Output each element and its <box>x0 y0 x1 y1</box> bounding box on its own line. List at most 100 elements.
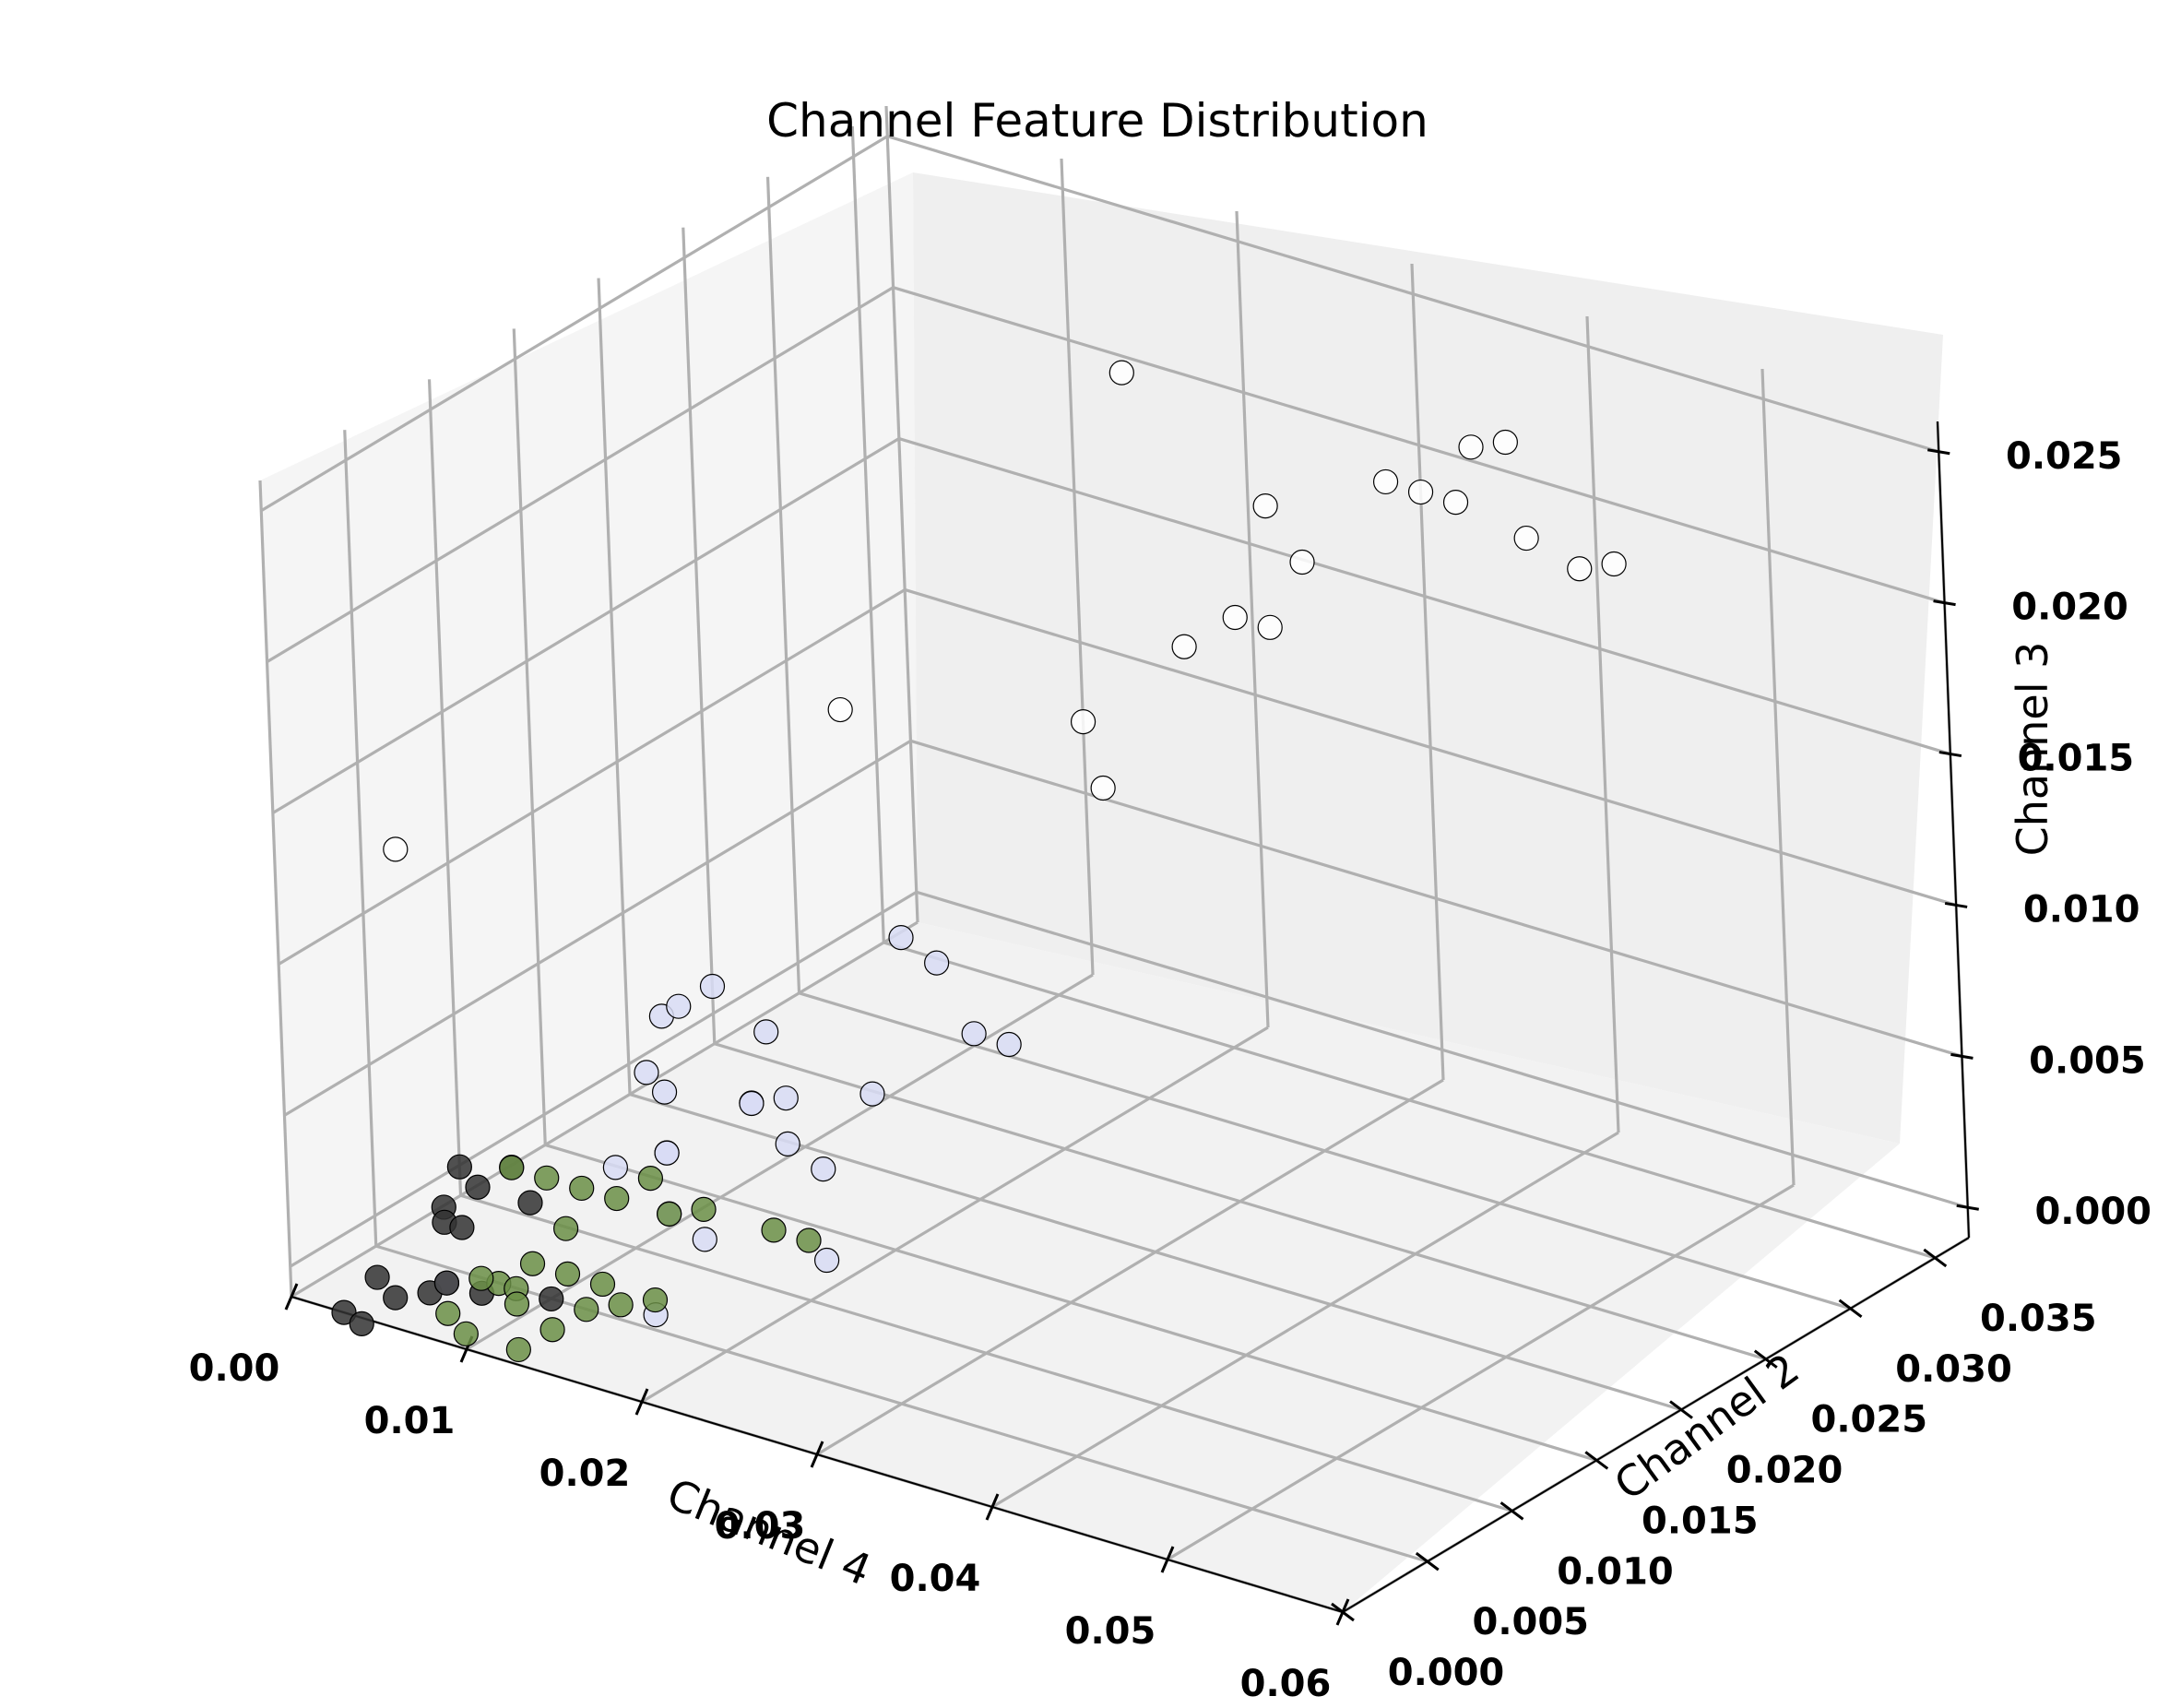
z-gridline <box>893 286 1946 605</box>
scatter-point <box>465 1174 491 1200</box>
z-gridline <box>278 588 906 966</box>
y-gridline <box>850 125 885 943</box>
y-gridline <box>460 1193 1512 1512</box>
scatter-point <box>1222 604 1248 631</box>
z-tick-mark <box>1950 1052 1974 1060</box>
y-tick-label: 0.030 <box>1895 1348 2012 1391</box>
scatter-point <box>1372 469 1399 495</box>
axes: 0.00 0.01 0.02 0.03 0.04 0.05 0.06 0.000 0.005 0.… <box>189 421 2151 1705</box>
scatter-point <box>553 1216 579 1241</box>
scatter-point <box>773 1085 799 1111</box>
scatter-point <box>505 1336 531 1363</box>
z-gridline <box>916 890 1969 1209</box>
x-tick-label: 0.05 <box>1065 1610 1156 1653</box>
scatter-point <box>446 1154 472 1180</box>
scatter-point <box>761 1217 787 1243</box>
x-tick-label: 0.04 <box>890 1558 981 1600</box>
scatter-point <box>811 1156 836 1182</box>
z-tick-mark <box>1927 448 1950 456</box>
x-tick-mark <box>810 1441 824 1468</box>
scatter-point <box>1492 429 1518 456</box>
y-tick-label: 0.025 <box>1811 1399 1928 1441</box>
scatter-point <box>814 1247 840 1274</box>
x-tick-label: 0.03 <box>715 1505 806 1548</box>
scatter-point <box>691 1196 717 1222</box>
z-tick-label: 0.010 <box>2023 888 2140 931</box>
x-tick-label: 0.02 <box>539 1453 631 1495</box>
z-tick-mark <box>1938 751 1962 758</box>
scatter-point <box>574 1297 599 1323</box>
y-gridline <box>427 379 463 1196</box>
x-gridline <box>466 973 1094 1351</box>
y-gridline <box>714 1042 1767 1361</box>
panes <box>260 172 1943 1612</box>
z-axis-line <box>1937 421 1970 1239</box>
z-gridline <box>266 286 895 664</box>
z-gridline <box>898 437 1951 756</box>
scatter-point <box>666 993 692 1019</box>
y-gridline <box>765 176 801 993</box>
x-gridline <box>991 1131 1619 1509</box>
x-gridline <box>290 920 919 1299</box>
scatter-point <box>468 1265 494 1291</box>
z-tick-mark <box>1956 1204 1979 1211</box>
y-gridline <box>512 328 547 1145</box>
x-tick-mark <box>284 1283 299 1311</box>
scatter-point <box>1257 614 1283 640</box>
x-gridline <box>1585 315 1620 1133</box>
scatter-point <box>654 1140 680 1166</box>
y-gridline <box>597 278 632 1095</box>
scatter-point <box>827 696 853 723</box>
scatter-point <box>1458 434 1484 460</box>
scatter-point <box>569 1175 595 1202</box>
y-tick-label: 0.010 <box>1557 1550 1674 1593</box>
floor-pane <box>291 922 1900 1612</box>
z-gridline <box>289 890 918 1268</box>
scatter-point <box>383 836 409 862</box>
z-tick-mark <box>1944 901 1968 908</box>
scatter-point <box>539 1286 564 1312</box>
scatter-point <box>517 1190 543 1216</box>
scatter-point <box>331 1299 357 1325</box>
scatter-point <box>383 1285 409 1311</box>
z-gridline <box>283 739 912 1117</box>
y-tick-mark <box>1669 1400 1693 1419</box>
scatter-point <box>796 1228 822 1253</box>
scatter-point <box>961 1021 987 1047</box>
scatter-point <box>604 1185 630 1212</box>
scatter-point <box>1171 634 1197 659</box>
scatter-point <box>634 1060 659 1085</box>
scatter-point <box>775 1131 800 1156</box>
x-gridline <box>1060 158 1095 976</box>
z-gridline <box>272 437 900 814</box>
scatter-point <box>1601 551 1627 577</box>
scatter-point <box>996 1031 1022 1058</box>
x-gridline <box>1235 210 1270 1028</box>
scatter-point <box>608 1292 634 1318</box>
x-tick-label: 0.00 <box>189 1347 280 1390</box>
scatter-point <box>1407 479 1434 505</box>
x-tick-label: 0.06 <box>1240 1663 1332 1705</box>
z-tick-label: 0.015 <box>2018 738 2135 780</box>
scatter-point <box>534 1165 560 1191</box>
scatter-point <box>1090 775 1116 801</box>
scatter-point <box>589 1271 616 1298</box>
z-tick-mark <box>1933 599 1956 607</box>
z-axis-label: Channel 3 <box>2008 642 2057 857</box>
z-tick-label: 0.020 <box>2011 587 2128 629</box>
scatter-point <box>699 973 726 1000</box>
y-gridline <box>343 430 378 1247</box>
grid-lines <box>258 105 1971 1614</box>
y-tick-mark <box>1415 1551 1440 1572</box>
scatter-point <box>1567 556 1593 582</box>
x-gridline <box>1410 263 1445 1081</box>
scatter-point <box>657 1201 682 1227</box>
z-tick-label: 0.005 <box>2029 1039 2146 1082</box>
scatter-point <box>433 1270 460 1296</box>
scatter-point <box>753 1019 779 1045</box>
y-tick-label: 0.005 <box>1472 1601 1589 1643</box>
z-tick-label: 0.025 <box>2006 435 2123 478</box>
y-gridline <box>883 941 1936 1260</box>
scatter-point <box>539 1317 565 1343</box>
y-tick-mark <box>1838 1299 1863 1319</box>
